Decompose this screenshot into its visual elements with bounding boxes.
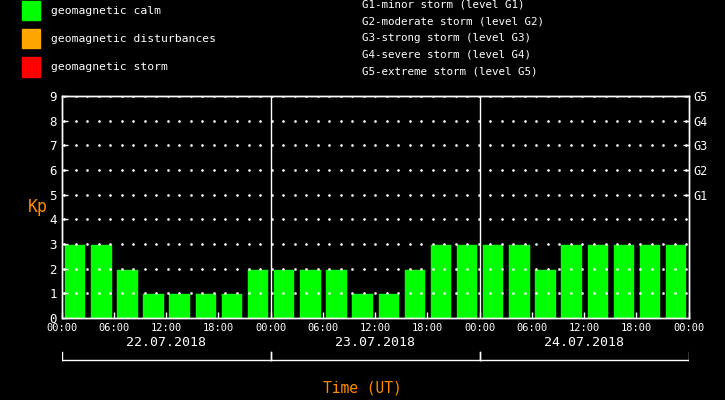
Text: 22.07.2018: 22.07.2018 <box>126 336 206 348</box>
Bar <box>378 293 399 318</box>
Bar <box>587 244 608 318</box>
Bar <box>508 244 530 318</box>
Text: 23.07.2018: 23.07.2018 <box>335 336 415 348</box>
Bar <box>560 244 582 318</box>
Y-axis label: Kp: Kp <box>28 198 48 216</box>
Bar <box>534 269 556 318</box>
Bar <box>22 57 40 76</box>
Text: G5-extreme storm (level G5): G5-extreme storm (level G5) <box>362 66 538 76</box>
Bar <box>220 293 242 318</box>
Bar <box>116 269 138 318</box>
Text: geomagnetic disturbances: geomagnetic disturbances <box>51 34 216 44</box>
Bar <box>639 244 660 318</box>
Text: G2-moderate storm (level G2): G2-moderate storm (level G2) <box>362 16 544 26</box>
Bar <box>613 244 634 318</box>
Bar <box>404 269 425 318</box>
Bar <box>326 269 347 318</box>
Bar <box>90 244 112 318</box>
Bar <box>456 244 477 318</box>
Bar <box>665 244 687 318</box>
Text: geomagnetic storm: geomagnetic storm <box>51 62 167 72</box>
Text: geomagnetic calm: geomagnetic calm <box>51 6 161 16</box>
Text: G4-severe storm (level G4): G4-severe storm (level G4) <box>362 50 531 60</box>
Bar <box>299 269 320 318</box>
Bar <box>168 293 190 318</box>
Text: G1-minor storm (level G1): G1-minor storm (level G1) <box>362 0 525 9</box>
Bar <box>22 29 40 48</box>
Bar <box>22 1 40 20</box>
Bar <box>482 244 503 318</box>
Text: G3-strong storm (level G3): G3-strong storm (level G3) <box>362 33 531 43</box>
Bar <box>273 269 294 318</box>
Bar <box>194 293 216 318</box>
Text: Time (UT): Time (UT) <box>323 381 402 396</box>
Bar <box>142 293 164 318</box>
Text: 24.07.2018: 24.07.2018 <box>544 336 624 348</box>
Bar <box>247 269 268 318</box>
Bar <box>64 244 86 318</box>
Bar <box>430 244 451 318</box>
Bar <box>352 293 373 318</box>
